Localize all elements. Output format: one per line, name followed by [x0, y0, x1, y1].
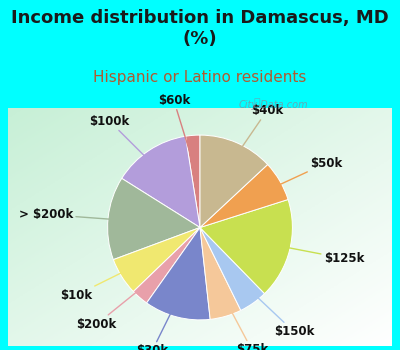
Text: $75k: $75k [216, 282, 268, 350]
Wedge shape [200, 228, 264, 310]
Text: $30k: $30k [136, 283, 186, 350]
Text: $60k: $60k [158, 94, 196, 170]
Text: Income distribution in Damascus, MD
(%): Income distribution in Damascus, MD (%) [11, 9, 389, 48]
Wedge shape [200, 135, 268, 228]
Wedge shape [200, 228, 241, 319]
Wedge shape [200, 199, 292, 294]
Wedge shape [186, 135, 200, 228]
Text: > $200k: > $200k [19, 208, 143, 222]
Text: $200k: $200k [76, 271, 163, 331]
Text: $150k: $150k [233, 274, 314, 338]
Text: ⓘ: ⓘ [253, 98, 260, 108]
Wedge shape [113, 228, 200, 292]
Text: Hispanic or Latino residents: Hispanic or Latino residents [93, 70, 307, 85]
Text: City-Data.com: City-Data.com [239, 100, 308, 111]
Text: $50k: $50k [250, 157, 342, 198]
Text: $125k: $125k [256, 241, 364, 265]
Wedge shape [122, 136, 200, 228]
Wedge shape [200, 164, 288, 228]
Text: $40k: $40k [223, 104, 283, 175]
Wedge shape [108, 178, 200, 260]
Wedge shape [147, 228, 210, 320]
Text: $100k: $100k [90, 115, 168, 180]
Wedge shape [133, 228, 200, 303]
Text: $10k: $10k [60, 258, 152, 302]
